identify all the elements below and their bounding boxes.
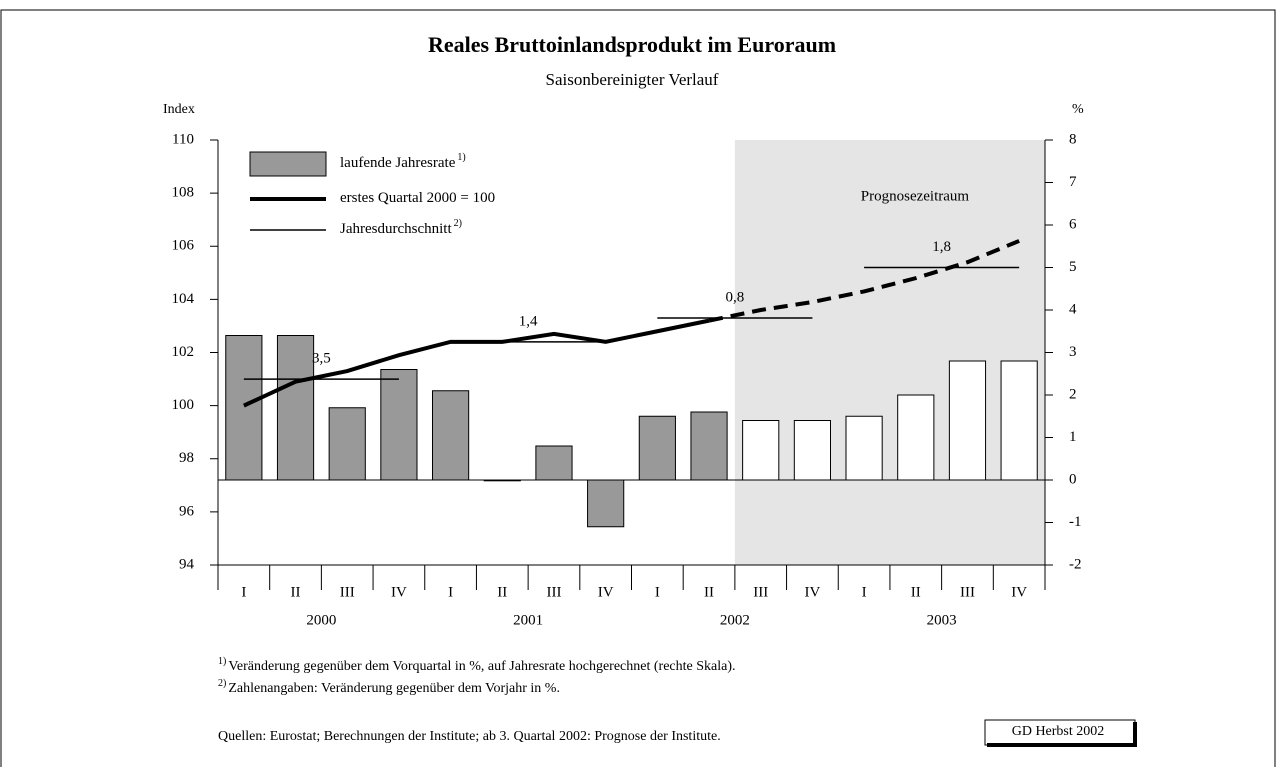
legend-swatch [249,151,327,177]
bar [742,420,780,481]
x-tick-label: IV [598,584,614,600]
x-tick-label: I [862,584,867,600]
y2-tick-label: 4 [1069,301,1077,317]
y-axis-label: Index [163,102,195,117]
forecast-label: Prognosezeitraum [861,188,970,204]
bar [276,335,315,481]
y-tick-label: 108 [172,185,195,201]
y-tick-label: 106 [172,238,195,254]
bar [948,360,987,481]
annual-average-label: 3,5 [312,351,331,367]
bar [690,411,728,481]
y-tick-label: 102 [172,344,195,360]
y2-tick-label: -2 [1069,556,1082,572]
bar [535,445,573,481]
bar [225,335,263,481]
legend-note: 1) [457,152,465,163]
legend-text: Jahresdurchschnitt [340,221,452,237]
x-tick-label: III [753,584,768,600]
chart-subtitle: Saisonbereinigter Verlauf [546,70,719,89]
bar [328,407,366,481]
x-tick-label: II [291,584,301,600]
bar [793,420,831,481]
x-tick-label: III [546,584,561,600]
x-tick-label: I [448,584,453,600]
bar [845,415,883,481]
frame [0,9,1276,767]
year-label: 2003 [927,612,957,628]
footnote-text: Zahlenangaben: Veränderung gegenüber dem… [228,681,560,696]
y2-tick-label: 5 [1069,259,1077,275]
bar [432,390,470,481]
y-tick-label: 100 [172,397,195,413]
x-tick-label: IV [804,584,820,600]
bar [897,394,935,481]
x-tick-label: I [241,584,246,600]
year-label: 2001 [513,612,543,628]
y2-tick-label: 1 [1069,429,1077,445]
y2-tick-label: -1 [1069,514,1082,530]
x-tick-label: II [497,584,507,600]
y2-tick-label: 3 [1069,344,1077,360]
footnote-mark: 2) [218,678,226,689]
y-tick-label: 98 [179,450,194,466]
footnote-mark: 1) [218,656,226,667]
x-tick-label: III [960,584,975,600]
legend-entry: laufende Jahresrate 1) [340,152,466,171]
x-tick-label: II [704,584,714,600]
y-tick-label: 110 [172,131,194,147]
annual-average-label: 1,8 [932,239,951,255]
footnote-text: Veränderung gegenüber dem Vorquartal in … [228,659,735,674]
bar [1000,360,1038,481]
y-tick-label: 96 [179,503,195,519]
year-label: 2000 [306,612,336,628]
badge-shadow [1133,722,1137,747]
x-tick-label: II [911,584,921,600]
y2-tick-label: 8 [1069,131,1077,147]
annual-average-label: 1,4 [519,313,538,329]
bar [587,479,625,528]
badge: GD Herbst 2002 [1012,724,1105,739]
legend-text: erstes Quartal 2000 = 100 [340,190,495,206]
y2-tick-label: 7 [1069,174,1077,190]
badge-box [984,719,1136,746]
source: Quellen: Eurostat; Berechnungen der Inst… [218,729,721,744]
x-tick-label: I [655,584,660,600]
y2-tick-label: 0 [1069,471,1077,487]
footnote: 1) Veränderung gegenüber dem Vorquartal i… [218,656,736,674]
bar [638,415,676,481]
legend-note: 2) [454,218,462,229]
y-tick-label: 94 [179,556,195,572]
legend-entry: Jahresdurchschnitt 2) [340,218,462,237]
x-tick-label: IV [1011,584,1027,600]
y2-tick-label: 6 [1069,216,1077,232]
bar [380,369,418,481]
x-tick-label: IV [391,584,407,600]
badge-shadow [987,743,1137,747]
y2-tick-label: 2 [1069,386,1077,402]
chart-title: Reales Bruttoinlandsprodukt im Euroraum [428,32,836,57]
annual-average-label: 0,8 [726,289,745,305]
y2-axis-label: % [1072,102,1084,117]
year-label: 2002 [720,612,750,628]
y-tick-label: 104 [172,291,195,307]
x-tick-label: III [340,584,355,600]
footnote: 2) Zahlenangaben: Veränderung gegenüber d… [218,678,560,696]
index-line [708,239,1020,323]
forecast-region [734,140,1045,565]
legend-text: laufende Jahresrate [340,155,456,171]
legend-entry: erstes Quartal 2000 = 100 [340,190,495,206]
